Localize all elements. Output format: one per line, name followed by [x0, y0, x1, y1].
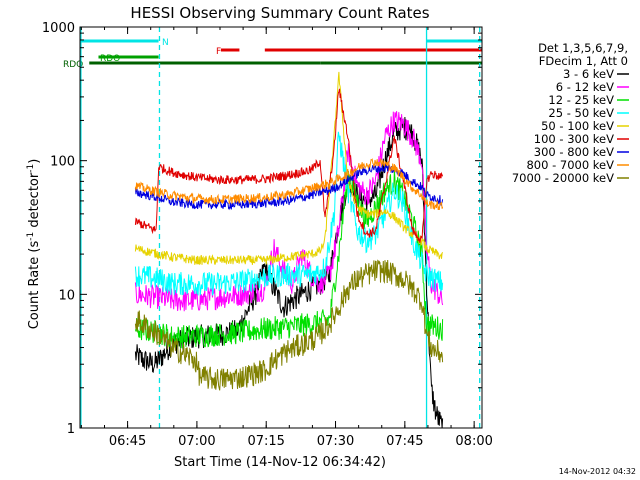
flag-label-rdo: RDO: [63, 60, 83, 70]
legend-label-8: 800 - 7000 keV: [526, 158, 614, 172]
chart-title: HESSI Observing Summary Count Rates: [130, 4, 429, 22]
x-tick-label: 07:45: [386, 434, 423, 449]
legend-label-9: 7000 - 20000 keV: [512, 171, 614, 185]
series-line-6: [134, 88, 444, 243]
x-tick-label: 06:45: [109, 434, 146, 449]
flag-label-rdo: RDO: [100, 54, 120, 64]
legend-header-line-1: Det 1,3,5,6,7,9,: [538, 41, 628, 55]
x-axis-label: Start Time (14-Nov-12 06:34:42): [174, 455, 386, 470]
x-tick-label: 07:30: [317, 434, 354, 449]
series-line-4: [134, 131, 444, 296]
x-tick-label: 08:00: [455, 434, 492, 449]
series-line-2: [134, 111, 444, 312]
y-tick-label: 10: [58, 288, 75, 303]
series-line-8: [134, 158, 444, 211]
y-tick-label: 1: [67, 422, 75, 437]
y-axis-label: Count Rate (s-1 detector-1): [26, 159, 42, 330]
series-line-5: [134, 71, 444, 266]
axis-ticks: 06:45 07:00 07:15 07:30 07:45 08:00 1 10 100 1000: [42, 21, 493, 449]
legend: Det 1,3,5,6,7,9, FDecim 1, Att 0 3 - 6 k…: [512, 41, 629, 185]
plot-area: N F RDO RDO 06:45 07:00 07:15 07:30 07:45 08:00 1…: [42, 21, 493, 449]
y-tick-label: 1000: [42, 21, 75, 36]
plot-frame: [79, 26, 483, 429]
legend-label-1: 3 - 6 keV: [563, 67, 614, 81]
series-lines: [134, 71, 444, 429]
attenuator-lines: [80, 27, 481, 428]
legend-label-4: 25 - 50 keV: [548, 106, 614, 120]
legend-label-2: 6 - 12 keV: [556, 80, 614, 94]
legend-label-6: 100 - 300 keV: [534, 132, 614, 146]
legend-header-line-2: FDecim 1, Att 0: [539, 54, 628, 68]
x-tick-label: 07:15: [247, 434, 284, 449]
x-tick-label: 07:00: [178, 434, 215, 449]
legend-label-3: 12 - 25 keV: [548, 93, 614, 107]
flag-bars: N F RDO RDO: [63, 38, 482, 70]
y-tick-label: 100: [50, 155, 75, 170]
flag-label-f: F: [216, 47, 221, 57]
flag-label-n: N: [162, 38, 169, 48]
legend-label-5: 50 - 100 keV: [541, 119, 614, 133]
series-line-9: [134, 259, 444, 391]
generation-timestamp: 14-Nov-2012 04:32: [559, 467, 636, 476]
series-line-3: [134, 170, 444, 349]
legend-label-7: 300 - 800 keV: [534, 145, 614, 159]
